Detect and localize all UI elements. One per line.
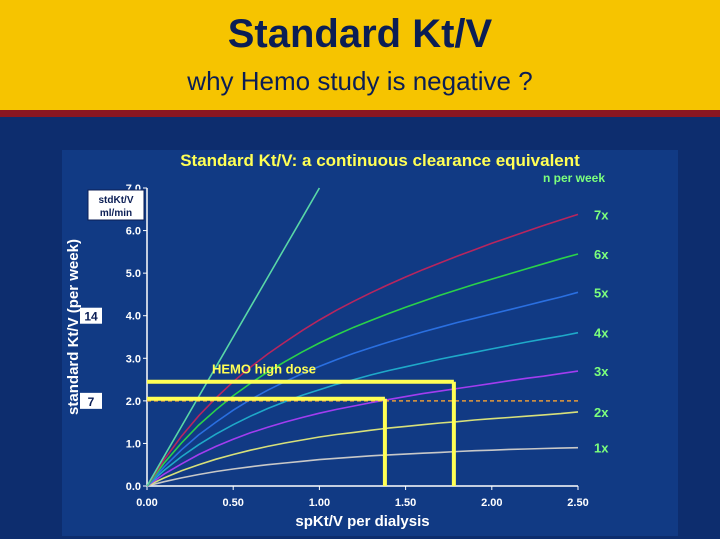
series-label-2x: 2x: [594, 405, 609, 420]
y-tick-label: 6.0: [126, 226, 141, 238]
series-label-7x: 7x: [594, 207, 609, 222]
x-tick-label: 1.00: [309, 497, 330, 509]
unit-box-line-2: ml/min: [100, 208, 132, 219]
side-marker-label: 7: [88, 395, 95, 409]
legend-title: n per week: [543, 171, 605, 185]
y-tick-label: 2.0: [126, 396, 141, 408]
y-tick-label: 1.0: [126, 438, 141, 450]
series-line-3x: [146, 370, 579, 487]
y-tick-label: 3.0: [126, 353, 141, 365]
side-marker-label: 14: [84, 310, 98, 324]
x-tick-label: 0.50: [222, 497, 243, 509]
y-tick-label: 5.0: [126, 268, 141, 280]
slide-title: Standard Kt/V: [227, 12, 493, 56]
unit-box-line-1: stdKt/V: [99, 195, 134, 206]
x-tick-label: 2.00: [481, 497, 502, 509]
x-axis-label: spKt/V per dialysis: [295, 513, 429, 530]
chart-panel: [62, 150, 678, 536]
side-marker-box: [80, 307, 102, 324]
series-label-3x: 3x: [594, 364, 609, 379]
series-line-5x: [146, 291, 579, 487]
series-label-4x: 4x: [594, 326, 609, 341]
x-tick-label: 1.50: [395, 497, 416, 509]
series-line-7x: [146, 213, 579, 487]
y-tick-label: 4.0: [126, 311, 141, 323]
x-tick-label: 2.50: [567, 497, 588, 509]
series-line-2x: [146, 411, 579, 487]
y-tick-label: 0.0: [126, 481, 141, 493]
hemo-annotation-label: HEMO high dose: [212, 362, 316, 377]
chart-title: Standard Kt/V: a continuous clearance eq…: [180, 151, 580, 170]
series-line-1x: [146, 446, 579, 487]
series-line-continuous: [146, 187, 321, 487]
x-tick-label: 0.00: [136, 497, 157, 509]
series-label-1x: 1x: [594, 441, 609, 456]
y-axis-label: standard Kt/V (per week): [65, 239, 82, 415]
unit-box: [87, 189, 145, 221]
series-label-6x: 6x: [594, 247, 609, 262]
series-label-5x: 5x: [594, 285, 609, 300]
series-line-4x: [146, 331, 579, 487]
series-line-6x: [146, 253, 579, 487]
slide-header: [0, 0, 720, 110]
side-marker-box: [80, 392, 102, 409]
slide-subtitle: why Hemo study is negative ?: [187, 66, 533, 96]
header-rule: [0, 110, 720, 117]
